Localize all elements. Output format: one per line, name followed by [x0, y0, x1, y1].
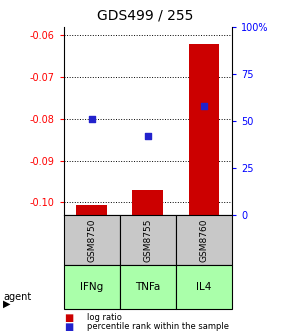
Bar — [64, 215, 120, 265]
Text: GSM8760: GSM8760 — [200, 218, 209, 262]
Text: ■: ■ — [64, 312, 73, 323]
Bar — [120, 215, 176, 265]
Bar — [133, 190, 163, 215]
Text: percentile rank within the sample: percentile rank within the sample — [87, 322, 229, 331]
Bar — [76, 205, 107, 215]
Text: ▶: ▶ — [3, 299, 10, 309]
Text: agent: agent — [3, 292, 31, 302]
Point — [90, 116, 94, 122]
Bar — [176, 215, 232, 265]
Point — [146, 133, 150, 138]
Bar — [120, 265, 176, 309]
Text: GDS499 / 255: GDS499 / 255 — [97, 8, 193, 23]
Text: ■: ■ — [64, 322, 73, 332]
Bar — [188, 44, 219, 215]
Text: log ratio: log ratio — [87, 313, 122, 322]
Text: IL4: IL4 — [196, 282, 212, 292]
Text: TNFa: TNFa — [135, 282, 161, 292]
Bar — [64, 265, 120, 309]
Point — [202, 103, 206, 109]
Text: IFNg: IFNg — [80, 282, 104, 292]
Text: GSM8755: GSM8755 — [143, 218, 153, 262]
Bar — [176, 265, 232, 309]
Text: GSM8750: GSM8750 — [87, 218, 96, 262]
